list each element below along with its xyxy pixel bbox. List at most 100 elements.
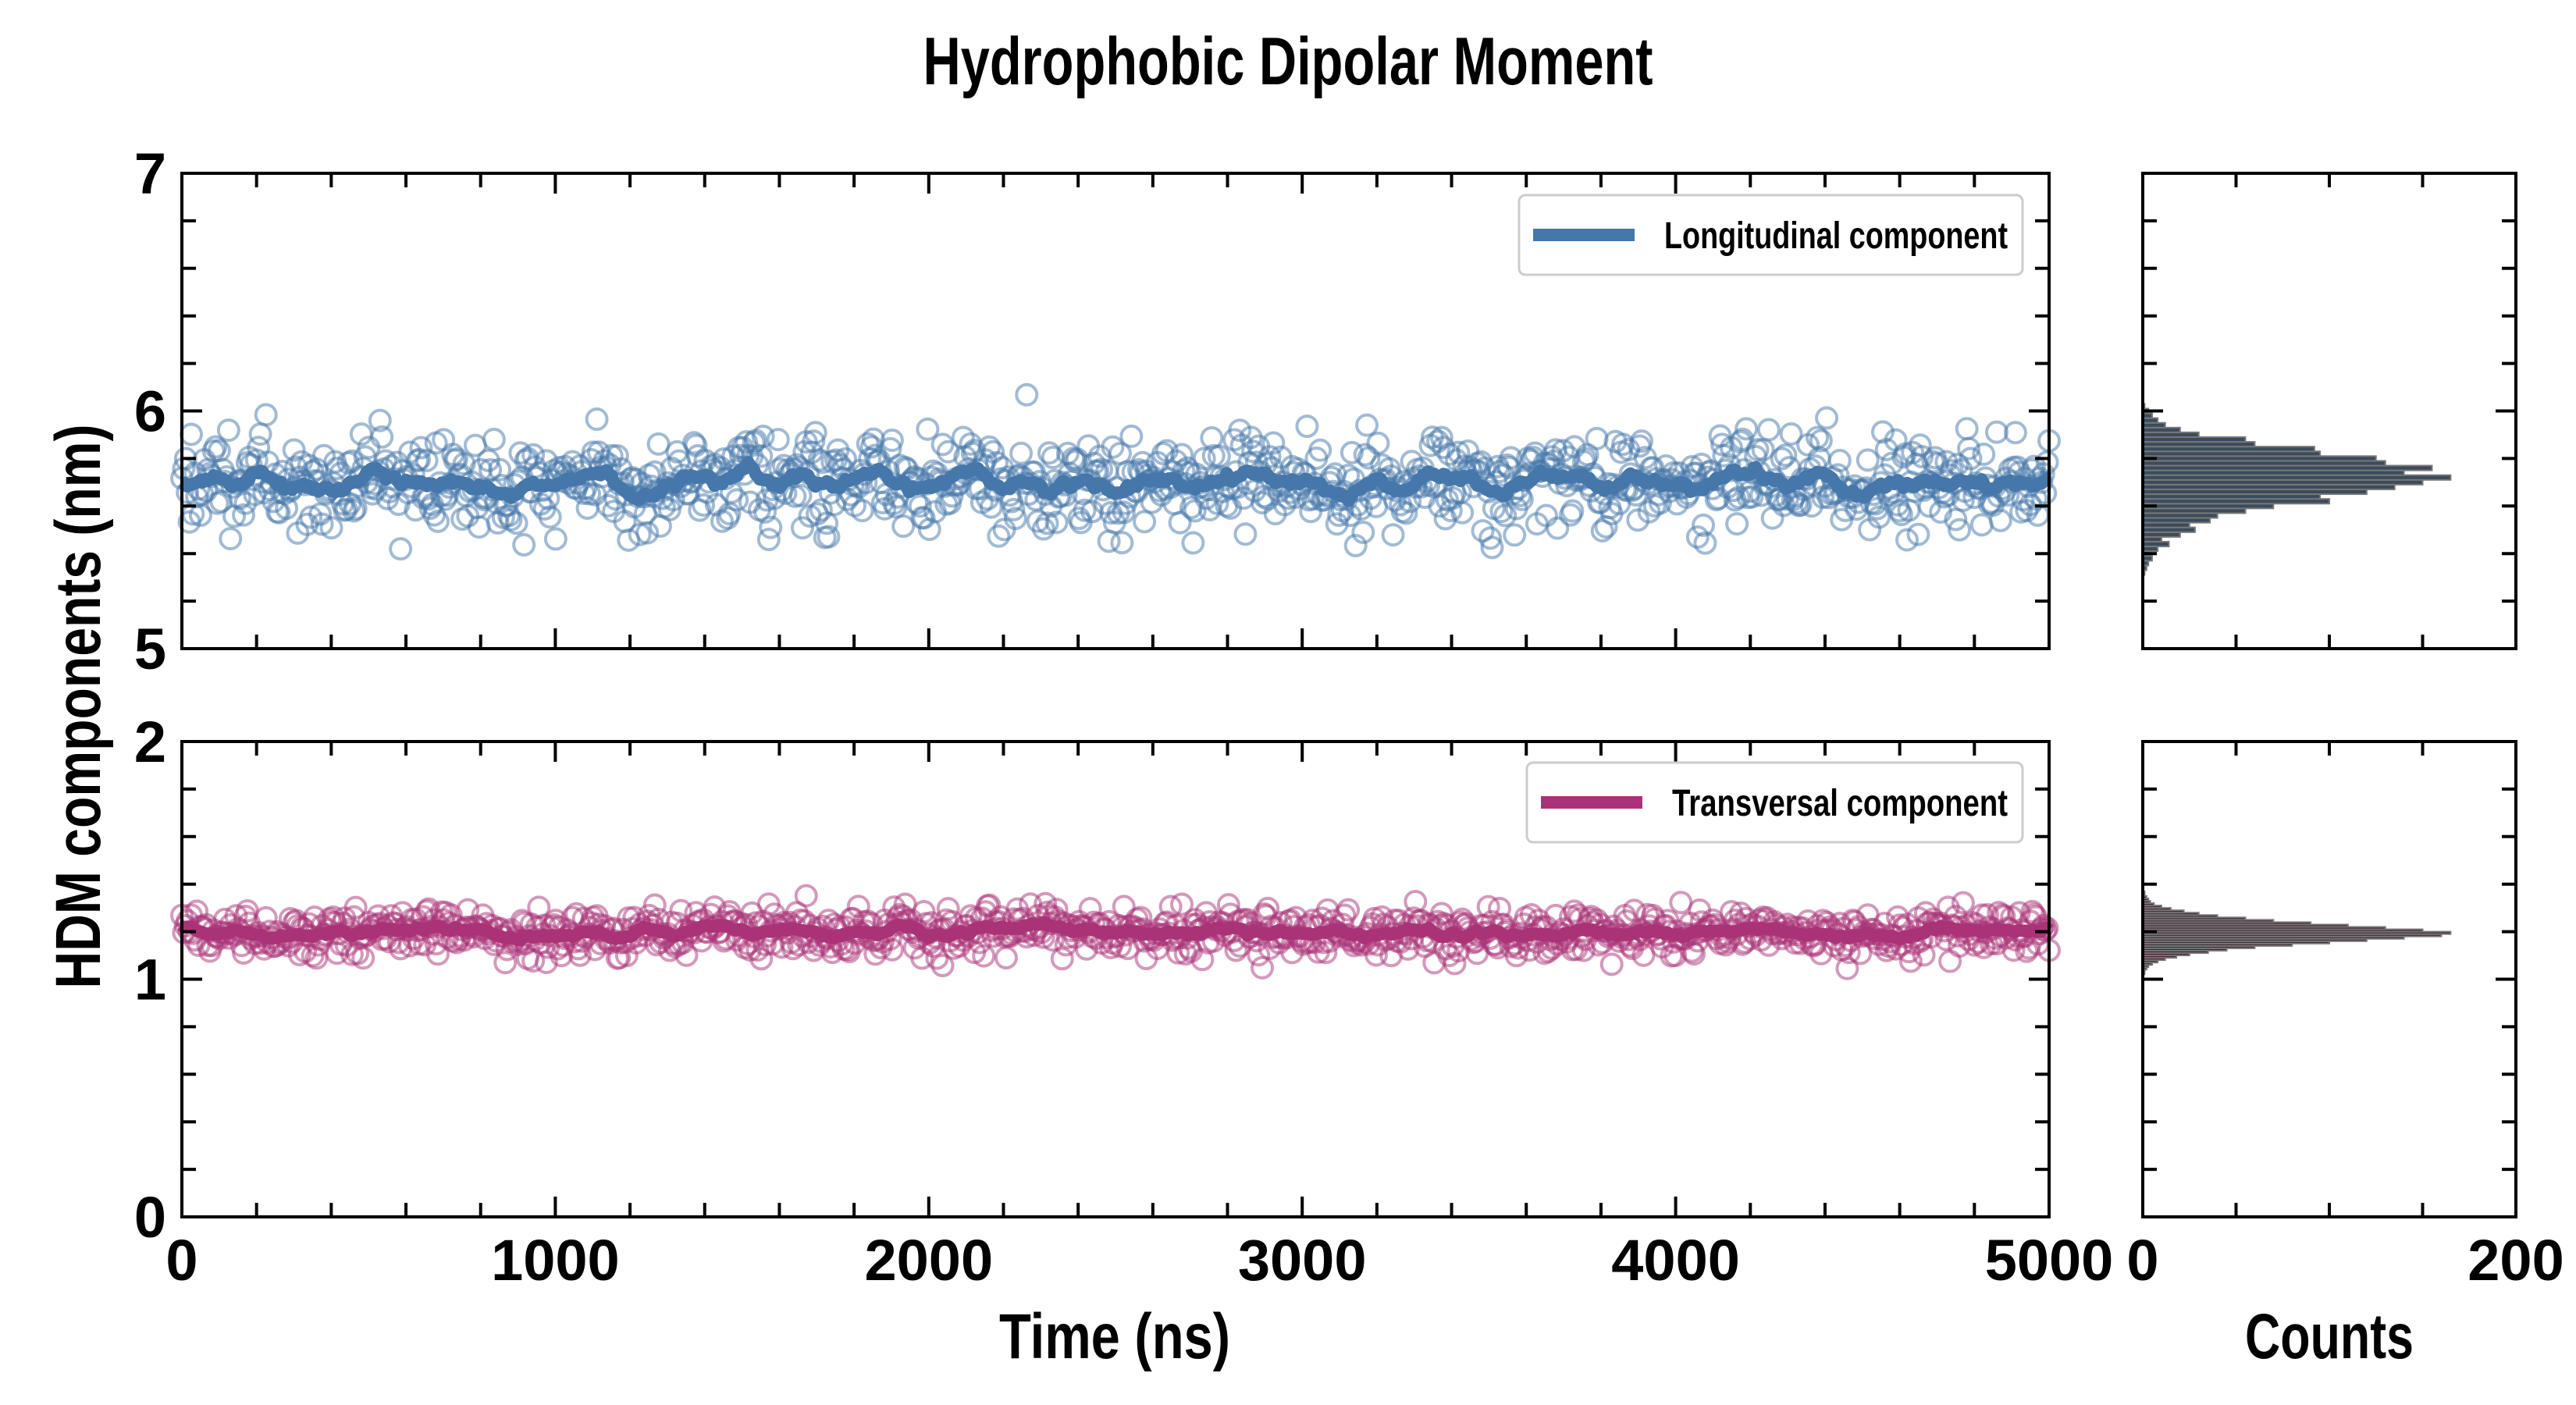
top-panel-legend: Longitudinal component xyxy=(1517,194,2024,276)
data-point xyxy=(1908,433,1932,457)
data-point xyxy=(368,408,392,432)
top-panel-frame xyxy=(180,172,2051,650)
data-point xyxy=(216,418,240,443)
data-point xyxy=(1256,896,1280,920)
data-point xyxy=(635,521,660,545)
data-point xyxy=(994,945,1018,969)
data-point xyxy=(482,428,506,452)
x-tick-label: 4000 xyxy=(1611,1228,1740,1293)
data-point xyxy=(1366,431,1390,455)
legend-label: Longitudinal component xyxy=(1664,215,2008,257)
data-point xyxy=(916,417,940,441)
data-point xyxy=(179,422,203,446)
top-histogram-frame xyxy=(2141,172,2517,650)
legend-box xyxy=(1517,194,2024,276)
data-point xyxy=(657,497,681,521)
data-point xyxy=(1910,445,1934,469)
data-point xyxy=(1948,518,1972,542)
data-point xyxy=(1951,891,1975,915)
data-point xyxy=(1735,417,1759,441)
data-point xyxy=(596,493,620,518)
data-point xyxy=(1037,441,1061,465)
data-point xyxy=(692,493,716,518)
data-point xyxy=(642,893,667,917)
data-point xyxy=(850,499,874,523)
data-point xyxy=(1003,507,1027,531)
data-point xyxy=(1009,441,1034,465)
data-point xyxy=(1984,420,2008,444)
data-point xyxy=(1295,414,1319,439)
data-point xyxy=(1969,513,1994,537)
top-panel-scatter xyxy=(170,382,2061,561)
bottom-panel-frame xyxy=(180,740,2051,1218)
data-point xyxy=(1972,442,1996,466)
data-point xyxy=(1439,499,1463,523)
data-point xyxy=(1906,522,1930,546)
data-point xyxy=(1692,513,1716,537)
data-point xyxy=(1429,902,1453,926)
data-point xyxy=(1895,528,1920,552)
y-tick-label: 2 xyxy=(134,710,166,774)
data-point xyxy=(1192,446,1216,471)
top-histogram-axes xyxy=(2141,172,2517,650)
data-point xyxy=(389,537,413,561)
data-point xyxy=(1480,535,1504,560)
data-point xyxy=(930,954,955,978)
data-point xyxy=(351,946,375,970)
data-point xyxy=(1240,439,1265,464)
data-point xyxy=(1170,892,1194,916)
data-point xyxy=(1101,435,1125,459)
data-point xyxy=(984,450,1009,475)
hist-x-tick-label: 0 xyxy=(2126,1228,2158,1293)
bottom-panel-smoothed-line xyxy=(177,916,2054,947)
data-point xyxy=(1396,937,1420,961)
data-point xyxy=(1988,508,2012,532)
data-point xyxy=(1119,424,1144,448)
data-point xyxy=(1044,898,1069,922)
data-point xyxy=(488,457,512,482)
data-point xyxy=(1353,443,1377,467)
y-tick-label: 1 xyxy=(134,948,166,1012)
data-point xyxy=(863,942,888,966)
data-point xyxy=(1110,531,1134,555)
data-point xyxy=(1503,523,1527,547)
data-point xyxy=(1551,439,1575,463)
data-point xyxy=(361,482,385,506)
data-point xyxy=(936,439,960,464)
data-point xyxy=(1044,510,1069,535)
data-point xyxy=(1944,507,1968,532)
data-point xyxy=(790,516,814,540)
data-point xyxy=(1381,523,1405,547)
data-point xyxy=(1443,951,1467,976)
data-point xyxy=(1258,445,1282,469)
data-point xyxy=(1856,448,1880,472)
data-point xyxy=(1355,413,1379,437)
data-point xyxy=(1938,949,1962,973)
data-point xyxy=(788,483,813,507)
data-point xyxy=(987,524,1011,548)
data-point xyxy=(1233,522,1258,546)
x-tick-label: 0 xyxy=(165,1228,197,1293)
data-point xyxy=(674,943,699,967)
bottom-panel-legend: Transversal component xyxy=(1525,761,2024,844)
data-point xyxy=(1827,449,1852,473)
data-point xyxy=(1630,429,1654,454)
data-point xyxy=(343,895,368,919)
data-point xyxy=(1740,485,1764,509)
data-point xyxy=(1959,446,1983,471)
data-point xyxy=(417,897,441,921)
data-point xyxy=(1308,438,1332,462)
y-tick-label: 0 xyxy=(134,1185,166,1250)
data-point xyxy=(1546,516,1570,540)
data-point xyxy=(1336,464,1361,488)
data-point xyxy=(1774,443,1798,468)
data-point xyxy=(407,447,432,471)
y-tick-label: 7 xyxy=(134,141,166,206)
data-point xyxy=(856,432,880,456)
data-point xyxy=(725,488,749,512)
data-point xyxy=(342,499,366,523)
data-point xyxy=(908,494,932,518)
data-point xyxy=(605,443,629,468)
data-point xyxy=(1957,436,1981,461)
data-point xyxy=(204,435,228,459)
